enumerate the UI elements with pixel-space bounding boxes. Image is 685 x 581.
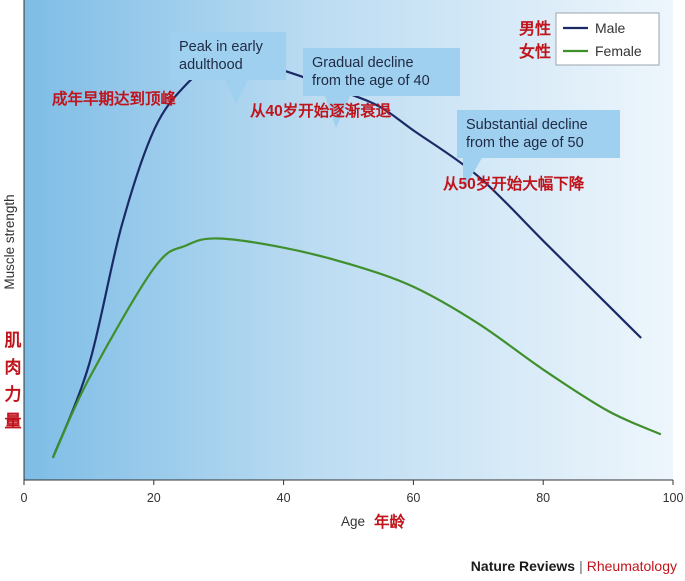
- callout-text-gradual: from the age of 40: [312, 73, 430, 89]
- x-tick-label: 0: [21, 491, 28, 505]
- callout-text-substantial: from the age of 50: [466, 135, 584, 151]
- callout-cn-substantial: 从50岁开始大幅下降: [443, 174, 585, 193]
- y-axis-label: Muscle strength: [2, 194, 17, 289]
- x-axis-label: Age: [341, 514, 365, 529]
- callout-text-peak: Peak in early: [179, 39, 264, 55]
- legend-label-male: Male: [595, 20, 626, 36]
- y-axis-label-cn-char: 肌: [5, 331, 22, 350]
- x-tick-label: 60: [406, 491, 420, 505]
- x-tick-label: 40: [277, 491, 291, 505]
- legend-label-cn-female: 女性: [519, 42, 551, 61]
- x-tick-label: 80: [536, 491, 550, 505]
- footer-publisher: Nature Reviews: [471, 558, 575, 574]
- x-axis-label-cn: 年龄: [374, 512, 406, 531]
- legend-label-female: Female: [595, 43, 642, 59]
- footer-journal: Rheumatology: [587, 558, 677, 574]
- x-tick-label: 100: [663, 491, 684, 505]
- y-axis-label-cn-char: 量: [5, 411, 22, 431]
- callout-text-peak: adulthood: [179, 57, 243, 73]
- x-tick-label: 20: [147, 491, 161, 505]
- legend-label-cn-male: 男性: [519, 19, 551, 38]
- footer-brand: Nature Reviews | Rheumatology: [471, 558, 677, 574]
- callout-text-gradual: Gradual decline: [312, 55, 414, 71]
- callout-cn-gradual: 从40岁开始逐渐衰退: [250, 101, 392, 120]
- callout-text-substantial: Substantial decline: [466, 117, 588, 133]
- y-axis-label-cn-char: 力: [5, 384, 22, 404]
- y-axis-label-cn-char: 肉: [5, 357, 22, 377]
- footer-separator: |: [579, 558, 583, 574]
- callout-cn-peak: 成年早期达到顶峰: [52, 89, 177, 108]
